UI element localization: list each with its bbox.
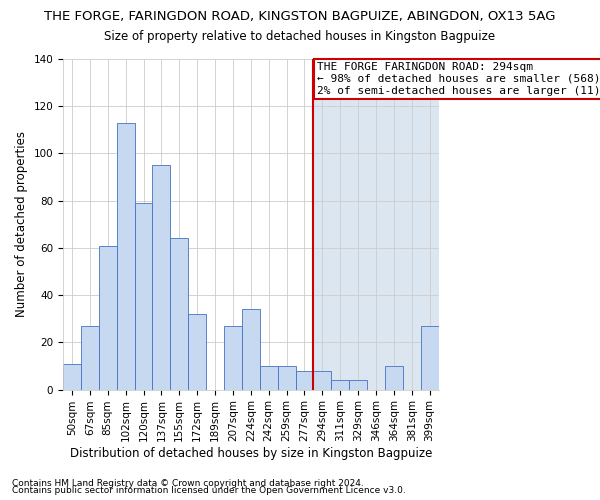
X-axis label: Distribution of detached houses by size in Kingston Bagpuize: Distribution of detached houses by size …: [70, 447, 432, 460]
Text: Contains public sector information licensed under the Open Government Licence v3: Contains public sector information licen…: [12, 486, 406, 495]
Bar: [116, 123, 134, 390]
Bar: [170, 238, 188, 390]
Bar: [349, 380, 367, 390]
Bar: [242, 310, 260, 390]
Text: THE FORGE, FARINGDON ROAD, KINGSTON BAGPUIZE, ABINGDON, OX13 5AG: THE FORGE, FARINGDON ROAD, KINGSTON BAGP…: [44, 10, 556, 23]
Y-axis label: Number of detached properties: Number of detached properties: [15, 132, 28, 318]
Bar: [421, 326, 439, 390]
Bar: [81, 326, 99, 390]
Bar: [134, 203, 152, 390]
Bar: [63, 364, 81, 390]
Bar: [313, 59, 439, 390]
Bar: [331, 380, 349, 390]
Bar: [313, 370, 331, 390]
Bar: [224, 326, 242, 390]
Bar: [152, 166, 170, 390]
Bar: [278, 366, 296, 390]
Bar: [260, 366, 278, 390]
Text: THE FORGE FARINGDON ROAD: 294sqm
← 98% of detached houses are smaller (568)
2% o: THE FORGE FARINGDON ROAD: 294sqm ← 98% o…: [317, 62, 600, 96]
Bar: [99, 246, 116, 390]
Bar: [296, 370, 313, 390]
Bar: [385, 366, 403, 390]
Text: Size of property relative to detached houses in Kingston Bagpuize: Size of property relative to detached ho…: [104, 30, 496, 43]
Text: Contains HM Land Registry data © Crown copyright and database right 2024.: Contains HM Land Registry data © Crown c…: [12, 478, 364, 488]
Bar: [188, 314, 206, 390]
